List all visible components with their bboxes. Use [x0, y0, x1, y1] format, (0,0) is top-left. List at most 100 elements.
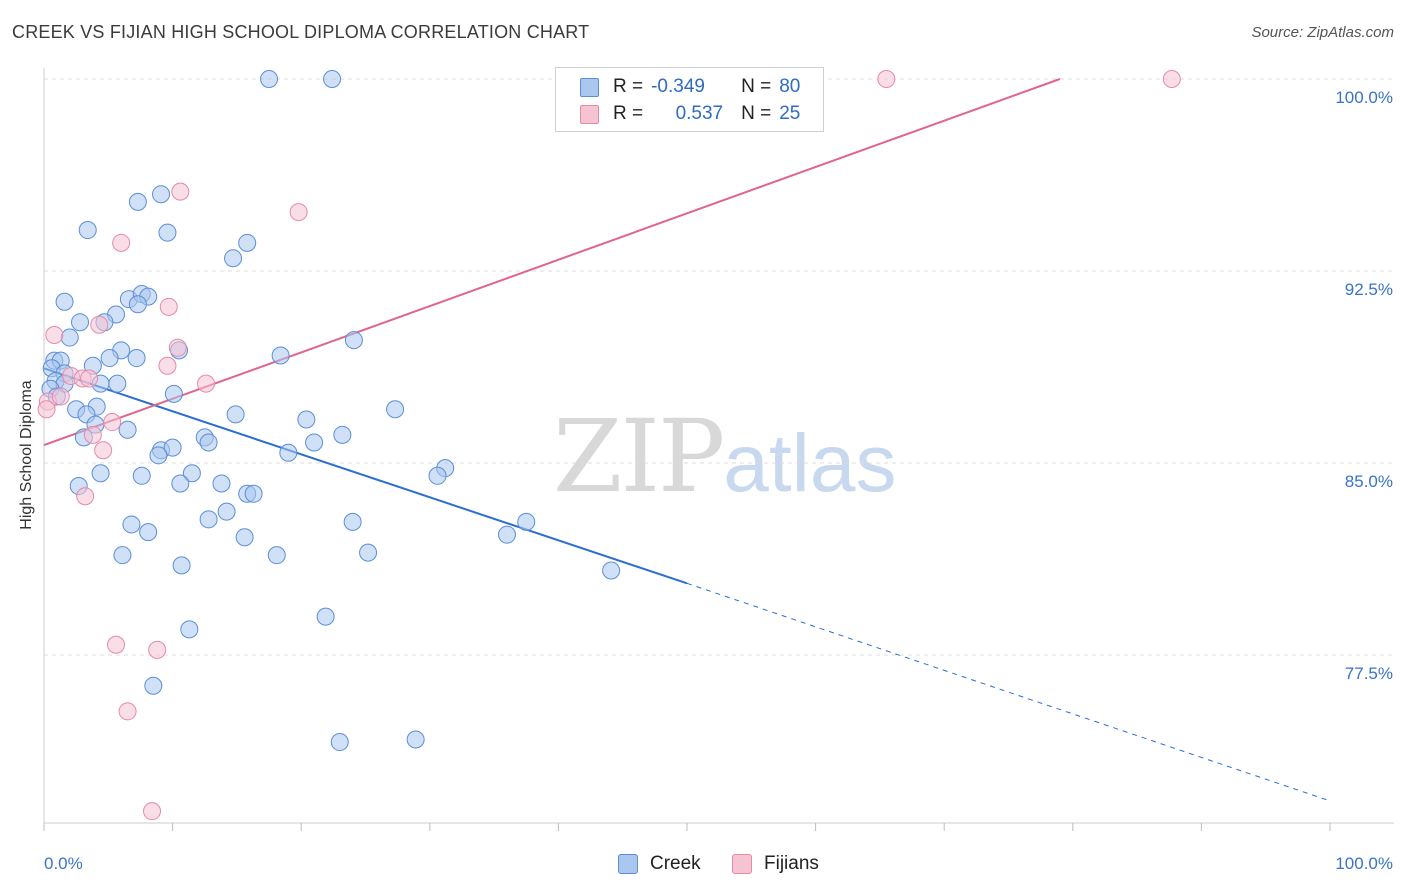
bottom-legend-creek[interactable]: Creek [618, 851, 701, 877]
creek-point [224, 249, 243, 268]
creek-point [497, 525, 516, 544]
fijians-point [90, 315, 109, 334]
creek-point [122, 515, 141, 534]
creek-trend-extension [686, 582, 1331, 802]
creek-point [344, 331, 363, 350]
creek-point [333, 425, 352, 444]
creek-point [164, 384, 183, 403]
creek-point [132, 466, 151, 485]
fijians-point [289, 203, 308, 222]
creek-point [323, 70, 342, 88]
grid-lines [44, 78, 1394, 656]
source-credit: Source: ZipAtlas.com [1251, 24, 1394, 41]
fijians-trend-line [43, 78, 1061, 447]
creek-point [386, 400, 405, 419]
creek-point [199, 433, 218, 452]
bottom-legend-fijians[interactable]: Fijians [732, 851, 819, 877]
y-tick-label: 100.0% [1335, 88, 1393, 107]
watermark-atlas: atlas [723, 418, 897, 509]
creek-point [428, 466, 447, 485]
creek-point [217, 502, 236, 521]
fijians-n-value: 25 [779, 103, 801, 124]
fijians-point [83, 425, 102, 444]
creek-point [78, 221, 97, 240]
creek-point [517, 512, 536, 531]
axes [43, 68, 1394, 831]
creek-point [267, 546, 286, 565]
creek-point [71, 313, 90, 332]
y-tick-label: 77.5% [1345, 664, 1393, 683]
fijians-point [159, 297, 178, 316]
fijians-swatch [580, 104, 599, 124]
creek-legend-swatch [618, 854, 638, 874]
legend-row-fijians: R = 0.537 N = 25 [580, 103, 800, 125]
x-tick-label-max: 100.0% [1335, 854, 1393, 873]
creek-point [144, 676, 163, 695]
trend-lines [43, 78, 1331, 802]
fijians-r-label: R = [613, 103, 644, 124]
fijians-point [45, 326, 64, 344]
creek-point [118, 420, 137, 439]
x-tick-label-min: 0.0% [44, 854, 83, 873]
fijians-point [148, 640, 167, 659]
creek-point [235, 528, 254, 547]
watermark: ZIPatlas [553, 398, 897, 515]
creek-point [260, 70, 279, 88]
creek-point [128, 295, 147, 314]
legend-row-creek: R = -0.349 N = 80 [580, 76, 800, 98]
creek-point [305, 433, 324, 452]
creek-point [406, 730, 425, 749]
creek-point [244, 484, 263, 503]
fijians-point [1162, 70, 1181, 88]
creek-point [238, 233, 257, 252]
creek-point [226, 405, 245, 424]
fijians-legend-label: Fijians [764, 853, 819, 874]
creek-trend-line [43, 367, 688, 585]
fijians-point [158, 356, 177, 375]
fijians-point [112, 233, 131, 252]
creek-r-value: -0.349 [651, 76, 705, 97]
creek-point [149, 446, 168, 465]
correlation-legend: R = -0.349 N = 80 R = 0.537 N = 25 [555, 67, 824, 132]
creek-point [152, 185, 171, 204]
fijians-legend-swatch [732, 854, 752, 874]
creek-point [108, 374, 127, 393]
chart-title: CREEK VS FIJIAN HIGH SCHOOL DIPLOMA CORR… [12, 22, 590, 42]
data-points [37, 70, 1181, 821]
creek-point [330, 733, 349, 752]
creek-point [359, 543, 378, 562]
creek-point [60, 328, 79, 347]
fijians-point [197, 374, 216, 393]
fijians-point [94, 441, 113, 460]
creek-r-label: R = [613, 76, 644, 97]
fijians-point [107, 635, 126, 654]
fijians-point [171, 182, 190, 201]
creek-point [279, 443, 298, 462]
fijians-point [80, 369, 99, 388]
fijians-point [168, 338, 187, 357]
creek-swatch [580, 77, 599, 97]
creek-legend-label: Creek [650, 853, 701, 874]
tick-labels: 77.5% 85.0% 92.5% 100.0% 0.0% 100.0% [44, 88, 1393, 873]
y-tick-label: 92.5% [1345, 280, 1393, 299]
y-tick-label: 85.0% [1345, 472, 1393, 491]
creek-n-value: 80 [779, 76, 801, 97]
fijians-point [103, 413, 122, 432]
creek-point [271, 346, 290, 365]
creek-point [180, 620, 199, 639]
creek-point [172, 556, 191, 575]
creek-point [127, 349, 146, 368]
creek-point [139, 523, 158, 542]
creek-n-label: N = [741, 76, 772, 97]
creek-point [163, 438, 182, 457]
creek-point [100, 349, 119, 368]
fijians-point [76, 487, 95, 506]
creek-point [199, 510, 218, 529]
watermark-zip: ZIP [553, 398, 725, 515]
creek-point [343, 512, 362, 531]
creek-point [297, 410, 316, 429]
creek-point [128, 192, 147, 211]
fijians-point [51, 387, 70, 406]
creek-point [171, 474, 190, 493]
